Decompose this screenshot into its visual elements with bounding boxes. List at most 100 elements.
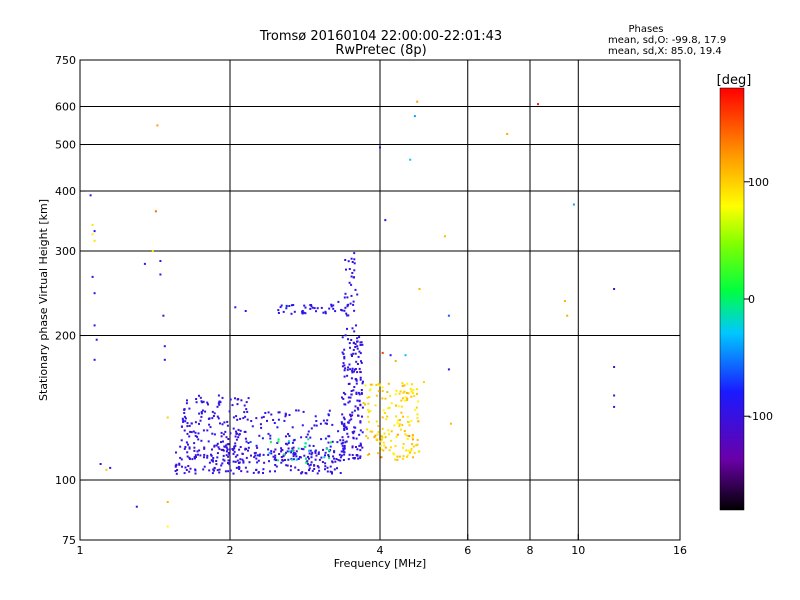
data-point: [184, 466, 187, 469]
data-point: [360, 341, 363, 344]
data-point: [354, 346, 357, 348]
data-point: [208, 469, 211, 472]
data-point: [359, 341, 362, 344]
data-point: [353, 330, 356, 333]
data-point: [352, 457, 355, 459]
data-point: [159, 260, 162, 262]
data-point: [206, 454, 209, 457]
data-point: [316, 472, 319, 475]
data-point: [384, 446, 387, 449]
data-point: [406, 382, 409, 385]
data-point: [224, 430, 227, 433]
data-point: [198, 394, 200, 397]
data-point: [401, 385, 404, 387]
data-point: [405, 392, 408, 394]
data-point: [378, 384, 381, 387]
data-point: [382, 449, 385, 452]
data-point: [358, 393, 361, 396]
data-point: [234, 445, 237, 447]
data-point: [360, 361, 363, 364]
data-point: [288, 450, 291, 453]
data-point: [334, 460, 337, 463]
data-point: [228, 448, 231, 451]
data-point: [326, 419, 329, 422]
data-point: [379, 444, 382, 447]
data-point: [412, 456, 414, 459]
data-point: [229, 469, 232, 472]
data-point: [381, 427, 384, 430]
x-tick-label: 4: [377, 544, 384, 557]
data-point: [399, 390, 402, 393]
data-point: [348, 342, 351, 345]
data-point: [207, 403, 209, 406]
y-tick-label: 75: [62, 534, 76, 547]
data-point: [218, 403, 221, 406]
data-point: [342, 391, 345, 394]
y-tick-label: 750: [55, 54, 76, 67]
data-point: [195, 401, 198, 404]
data-point: [238, 433, 241, 436]
data-point: [342, 353, 345, 355]
data-point: [395, 435, 398, 438]
data-point: [217, 402, 220, 405]
data-point: [246, 470, 249, 473]
data-point: [222, 454, 225, 457]
data-point: [247, 442, 250, 444]
data-point: [384, 219, 387, 222]
data-point: [333, 457, 336, 460]
data-point: [335, 458, 338, 460]
data-point: [344, 367, 347, 370]
data-point: [192, 430, 195, 433]
data-point: [411, 389, 413, 392]
data-point: [176, 469, 179, 471]
data-point: [256, 461, 259, 464]
data-point: [234, 435, 237, 438]
data-point: [253, 456, 256, 459]
data-point: [340, 454, 343, 457]
data-point: [308, 464, 311, 467]
data-point: [323, 456, 326, 459]
data-point: [331, 471, 333, 474]
data-point: [388, 449, 391, 452]
data-point: [342, 424, 345, 427]
data-point: [274, 448, 277, 451]
data-point: [93, 358, 96, 361]
data-point: [308, 444, 311, 447]
data-point: [286, 464, 289, 467]
data-point: [212, 460, 215, 463]
data-point: [247, 449, 249, 452]
data-point: [295, 455, 298, 458]
data-point: [344, 426, 347, 429]
data-point: [374, 404, 377, 407]
data-point: [188, 447, 191, 450]
data-point: [285, 307, 288, 310]
data-point: [242, 461, 245, 464]
data-point: [341, 413, 344, 416]
colorbar-label: [deg]: [717, 73, 752, 88]
data-point: [346, 314, 349, 317]
data-point: [344, 403, 347, 406]
data-point: [304, 306, 307, 309]
data-point: [412, 445, 415, 448]
data-point: [331, 472, 333, 475]
data-point: [369, 388, 372, 391]
data-point: [404, 354, 407, 357]
data-point: [354, 426, 357, 429]
data-point: [89, 194, 92, 197]
data-point: [352, 432, 355, 435]
data-point: [368, 453, 371, 455]
data-point: [184, 417, 187, 420]
data-point: [215, 463, 218, 466]
data-point: [377, 452, 379, 455]
data-point: [263, 461, 266, 464]
data-point: [194, 457, 196, 460]
data-point: [247, 397, 250, 400]
data-point: [348, 281, 351, 284]
data-point: [341, 444, 344, 447]
data-point: [447, 368, 450, 371]
data-point: [280, 456, 283, 458]
data-point: [198, 412, 201, 415]
data-point: [347, 314, 350, 317]
data-point: [341, 336, 344, 339]
data-point: [292, 455, 295, 458]
